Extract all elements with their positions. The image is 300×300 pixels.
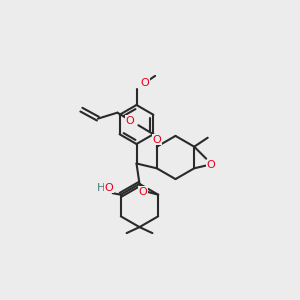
Text: O: O bbox=[126, 116, 134, 126]
Text: O: O bbox=[206, 160, 215, 170]
Text: O: O bbox=[152, 134, 161, 145]
Text: O: O bbox=[139, 187, 148, 197]
Text: O: O bbox=[140, 78, 149, 88]
Text: H: H bbox=[97, 183, 105, 193]
Text: O: O bbox=[104, 183, 113, 193]
